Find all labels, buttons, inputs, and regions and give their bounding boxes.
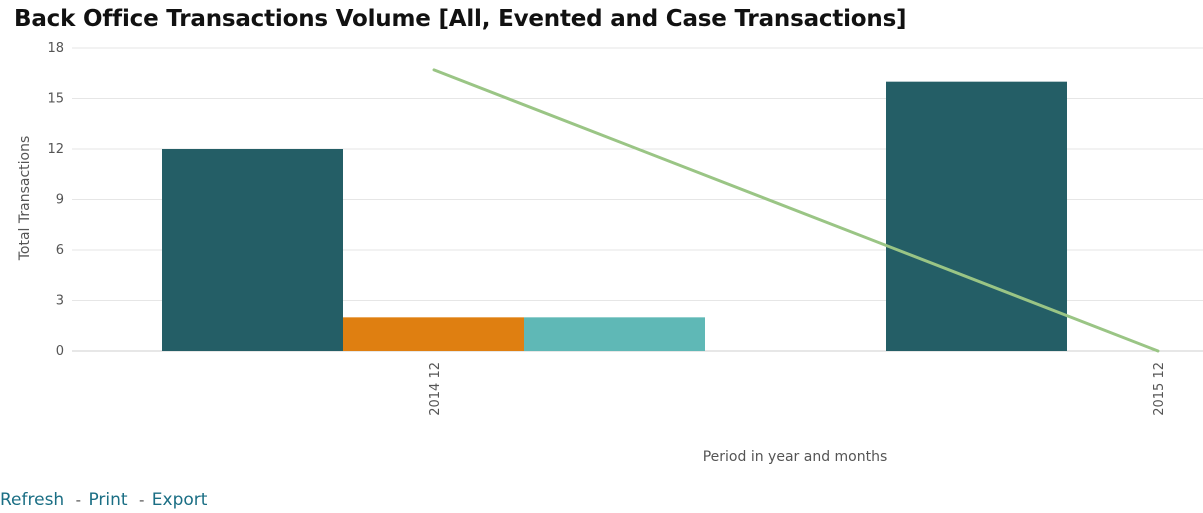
refresh-link[interactable]: Refresh — [0, 490, 65, 510]
y-tick-label: 0 — [56, 344, 64, 359]
y-axis-title: Total Transactions — [17, 136, 33, 262]
footer-links: Refresh - Print - Export — [0, 490, 207, 510]
y-axis-ticks: 0 3 6 9 12 15 18 — [47, 41, 64, 359]
bar — [524, 317, 705, 351]
separator: - — [138, 491, 145, 509]
export-link[interactable]: Export — [151, 490, 208, 510]
bar — [343, 317, 524, 351]
chart-title: Back Office Transactions Volume [All, Ev… — [14, 6, 907, 32]
separator: - — [75, 491, 82, 509]
bars — [162, 81, 1067, 352]
trend-line-group — [432, 68, 1160, 353]
y-tick-label: 6 — [56, 243, 64, 258]
print-link[interactable]: Print — [88, 490, 128, 510]
x-axis-title: Period in year and months — [703, 449, 888, 465]
transactions-chart: 0 3 6 9 12 15 18 2014 12 2015 12 Total Transact… — [17, 41, 1203, 465]
bar — [162, 149, 343, 351]
bar — [886, 81, 1067, 352]
y-tick-label: 18 — [47, 41, 64, 56]
y-tick-label: 9 — [56, 193, 64, 208]
x-tick-label: 2015 12 — [1152, 362, 1167, 416]
y-tick-label: 3 — [56, 294, 64, 309]
y-tick-label: 12 — [47, 142, 64, 157]
x-tick-label: 2014 12 — [428, 362, 443, 416]
x-axis-ticks: 2014 12 2015 12 — [428, 362, 1167, 416]
y-tick-label: 15 — [47, 92, 64, 107]
trend-line — [432, 68, 1160, 353]
